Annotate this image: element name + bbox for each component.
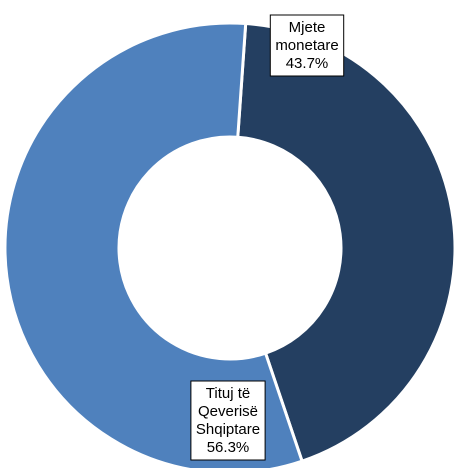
data-label-line: monetare — [275, 37, 338, 54]
data-label: Tituj të Qeverisë Shqiptare 56.3% — [190, 380, 266, 461]
donut-slices — [3, 21, 454, 468]
data-label-line: Qeverisë — [198, 403, 258, 420]
donut-slice — [3, 21, 304, 468]
data-label-line: Mjete — [289, 19, 326, 36]
donut-data-labels: Mjete monetare 43.7% Tituj të Qeverisë Shqipt… — [190, 14, 345, 461]
data-label-line: Tituj të — [206, 385, 250, 402]
data-label-box — [190, 380, 266, 461]
donut-slice — [236, 21, 454, 464]
data-label-text: Mjete monetare 43.7% — [275, 19, 338, 72]
data-label-line: Shqiptare — [196, 421, 260, 438]
data-label-box — [269, 14, 345, 77]
data-label-text: Tituj të Qeverisë Shqiptare 56.3% — [196, 385, 260, 456]
data-label-line: 56.3% — [207, 439, 250, 456]
data-label: Mjete monetare 43.7% — [269, 14, 345, 77]
data-label-line: 43.7% — [286, 55, 329, 72]
